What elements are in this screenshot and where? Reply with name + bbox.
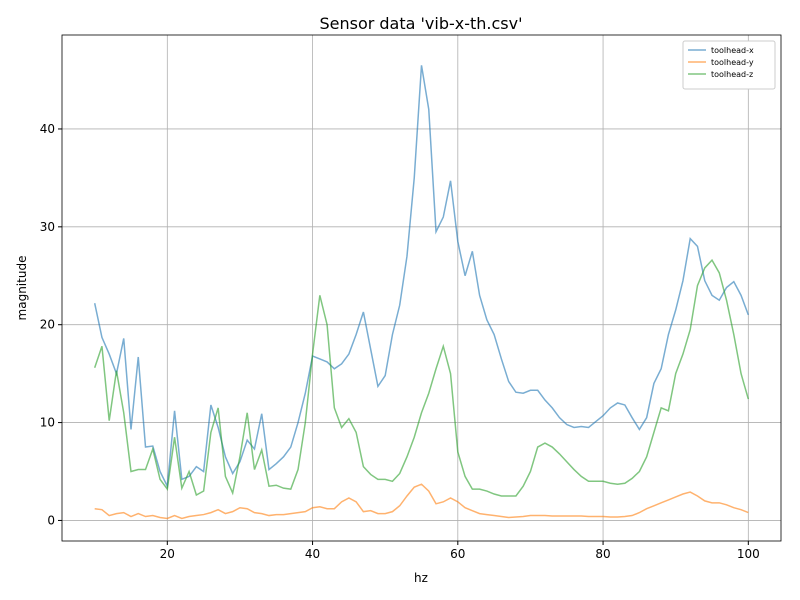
legend-box bbox=[682, 40, 776, 90]
x-tick-label: 100 bbox=[737, 547, 760, 561]
x-tick-label: 40 bbox=[305, 547, 320, 561]
y-tick-label: 40 bbox=[40, 122, 55, 136]
legend-label: toolhead-y bbox=[711, 58, 754, 67]
y-tick-label: 0 bbox=[47, 513, 55, 527]
legend-label: toolhead-z bbox=[711, 70, 753, 79]
series-line bbox=[93, 65, 750, 489]
x-tick-label: 60 bbox=[450, 547, 465, 561]
series-line bbox=[94, 483, 749, 520]
y-tick-label: 20 bbox=[40, 318, 55, 332]
x-tick-label: 80 bbox=[595, 547, 610, 561]
y-tick-label: 30 bbox=[40, 220, 55, 234]
series-line bbox=[93, 258, 750, 497]
x-tick-label: 20 bbox=[160, 547, 175, 561]
x-axis-label: hz bbox=[414, 571, 428, 585]
y-tick-label: 10 bbox=[40, 416, 55, 430]
plot-frame bbox=[61, 34, 782, 542]
y-axis-label: magnitude bbox=[15, 256, 29, 321]
chart-title: Sensor data 'vib-x-th.csv' bbox=[319, 14, 522, 33]
legend-label: toolhead-x bbox=[711, 46, 754, 55]
